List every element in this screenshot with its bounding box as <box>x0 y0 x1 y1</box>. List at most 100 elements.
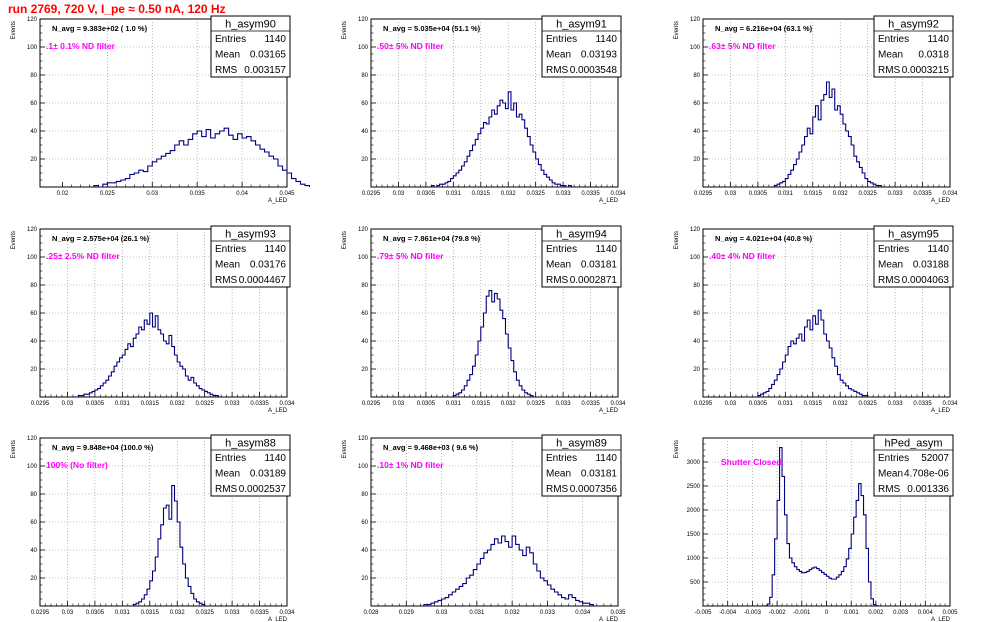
stats-label-mean: Mean <box>546 50 571 61</box>
histogram-series <box>93 127 310 188</box>
navg-label: N_avg = 7.861e+04 (79.8 %) <box>383 234 481 243</box>
x-axis-label: A_LED <box>931 408 951 414</box>
y-tick-label: 80 <box>361 283 368 289</box>
stats-value-entries: 1140 <box>595 453 617 464</box>
stats-title: h_asym93 <box>225 229 276 241</box>
x-tick-label: 0.034 <box>942 401 958 407</box>
x-tick-label: 0.0335 <box>581 191 600 197</box>
x-tick-label: 0.0335 <box>913 191 932 197</box>
navg-label: N_avg = 6.216e+04 (63.1 %) <box>715 24 813 33</box>
filter-label: .1± 0.1% ND filter <box>46 41 116 51</box>
stats-value-rms: 0.0002537 <box>239 484 287 495</box>
x-tick-label: 0.034 <box>279 401 295 407</box>
y-tick-label: 120 <box>690 17 701 23</box>
x-axis-label: A_LED <box>931 617 951 622</box>
x-tick-label: 0.029 <box>399 610 415 616</box>
x-tick-label: 0.035 <box>610 610 626 616</box>
stats-label-mean: Mean <box>878 50 903 61</box>
y-tick-label: 120 <box>27 436 38 442</box>
y-tick-label: 2000 <box>687 508 701 514</box>
y-tick-label: 2500 <box>687 484 701 490</box>
x-tick-label: 0.032 <box>833 401 849 407</box>
histogram-series <box>423 535 594 606</box>
y-tick-label: 100 <box>690 45 701 51</box>
x-tick-label: -0.004 <box>719 610 737 616</box>
x-tick-label: -0.003 <box>744 610 762 616</box>
x-tick-label: 0.03 <box>62 401 74 407</box>
stats-value-entries: 1140 <box>264 453 286 464</box>
histogram-panel-hPed_asym: -0.005 -0.004 -0.003 -0.002 -0.001 0 0.001 0.00… <box>674 434 958 622</box>
stats-label-entries: Entries <box>215 34 246 45</box>
x-tick-label: 0.0305 <box>417 191 436 197</box>
x-tick-label: 0.003 <box>893 610 909 616</box>
x-tick-label: 0.0325 <box>526 191 545 197</box>
stats-title: h_asym91 <box>556 19 607 31</box>
y-tick-label: 60 <box>693 311 700 317</box>
x-tick-label: 0.0325 <box>858 191 877 197</box>
y-tick-label: 60 <box>361 520 368 526</box>
stats-label-rms: RMS <box>215 65 238 76</box>
x-tick-label: 0.0325 <box>526 401 545 407</box>
stats-label-entries: Entries <box>878 453 909 464</box>
x-tick-label: 0 <box>825 610 829 616</box>
x-tick-label: 0.031 <box>778 401 794 407</box>
x-tick-label: 0.0325 <box>195 401 214 407</box>
stats-value-rms: 0.001336 <box>907 484 949 495</box>
y-tick-label: 60 <box>30 520 37 526</box>
stats-box <box>541 225 622 288</box>
x-tick-label: 0.03 <box>725 401 737 407</box>
x-tick-label: 0.032 <box>501 401 517 407</box>
y-tick-label: 20 <box>693 367 700 373</box>
y-axis-label: Events <box>11 440 17 458</box>
x-tick-label: 0.0295 <box>31 610 50 616</box>
stats-value-rms: 0.0007356 <box>570 484 618 495</box>
x-tick-label: 0.0295 <box>694 191 713 197</box>
x-tick-label: 0.0335 <box>581 401 600 407</box>
stats-value-rms: 0.0004467 <box>239 275 287 286</box>
y-tick-label: 120 <box>27 227 38 233</box>
stats-label-rms: RMS <box>546 484 569 495</box>
x-axis-label: A_LED <box>599 408 619 414</box>
stats-value-mean: 0.0318 <box>918 50 949 61</box>
navg-label: N_avg = 2.575e+04 (26.1 %) <box>52 234 150 243</box>
x-tick-label: 0.04 <box>236 191 248 197</box>
y-axis-label: Events <box>342 231 348 249</box>
histogram-series <box>430 91 572 188</box>
x-tick-label: 0.028 <box>363 610 379 616</box>
x-axis-label: A_LED <box>268 198 288 204</box>
stats-box <box>210 225 291 288</box>
stats-value-entries: 1140 <box>927 34 949 45</box>
y-axis-label: Events <box>674 440 680 458</box>
x-tick-label: 0.005 <box>942 610 958 616</box>
y-tick-label: 20 <box>361 367 368 373</box>
filter-label: .10± 1% ND filter <box>377 460 444 470</box>
y-tick-label: 40 <box>361 339 368 345</box>
stats-title: h_asym89 <box>556 438 607 450</box>
stats-value-mean: 0.03189 <box>250 469 287 480</box>
stats-label-entries: Entries <box>546 34 577 45</box>
x-tick-label: 0.0315 <box>472 191 491 197</box>
filter-label: .79± 5% ND filter <box>377 251 444 261</box>
histogram-series <box>764 447 879 607</box>
x-tick-label: 0.035 <box>190 191 206 197</box>
y-tick-label: 20 <box>30 157 37 163</box>
y-tick-label: 80 <box>693 283 700 289</box>
x-tick-label: 0.03 <box>725 191 737 197</box>
stats-title: h_asym95 <box>888 229 939 241</box>
x-tick-label: 0.033 <box>888 191 904 197</box>
stats-value-rms: 0.003157 <box>244 65 286 76</box>
histogram-series <box>757 309 869 397</box>
y-tick-label: 40 <box>693 339 700 345</box>
stats-label-entries: Entries <box>878 244 909 255</box>
y-tick-label: 60 <box>30 101 37 107</box>
histogram-panel-h_asym89: 0.028 0.029 0.03 0.031 0.032 0.033 0.034 0.035 2… <box>342 434 626 622</box>
y-axis-label: Events <box>342 440 348 458</box>
y-tick-label: 100 <box>690 255 701 261</box>
stats-value-entries: 1140 <box>595 244 617 255</box>
y-tick-label: 80 <box>361 73 368 79</box>
x-tick-label: 0.0315 <box>141 610 160 616</box>
y-tick-label: 40 <box>361 548 368 554</box>
x-tick-label: 0.034 <box>575 610 591 616</box>
x-tick-label: 0.032 <box>833 191 849 197</box>
